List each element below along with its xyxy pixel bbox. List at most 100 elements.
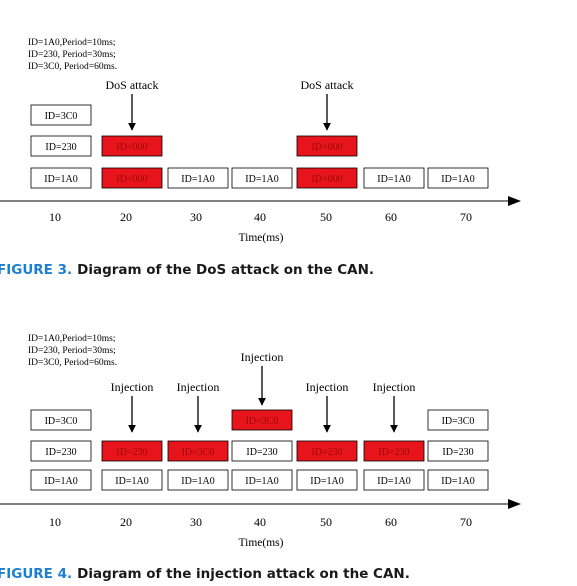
attack-arrow: DoS attack <box>301 78 354 131</box>
frame-label: ID=3C0 <box>182 447 215 458</box>
frame-label: ID=000 <box>311 142 342 153</box>
frame-label: ID=230 <box>45 142 76 153</box>
can-frame: ID=1A0 <box>30 167 92 189</box>
frame-label: ID=000 <box>311 174 342 185</box>
frame-label: ID=1A0 <box>441 476 474 487</box>
can-frame: ID=230 <box>231 440 293 462</box>
can-frame: ID=1A0 <box>427 469 489 491</box>
frame-label: ID=1A0 <box>245 174 278 185</box>
attack-frame: ID=3C0 <box>231 409 293 431</box>
frame-label: ID=230 <box>442 447 473 458</box>
attack-label: DoS attack <box>301 78 354 92</box>
axis-tick-label: 60 <box>385 210 397 224</box>
can-frame: ID=1A0 <box>101 469 163 491</box>
frame-box <box>101 469 163 491</box>
axis-tick-label: 10 <box>49 210 61 224</box>
frame-label: ID=230 <box>378 447 409 458</box>
frame-box <box>101 440 163 462</box>
attack-frame: ID=000 <box>101 135 163 157</box>
attack-label: Injection <box>111 380 154 394</box>
axis-title: Time(ms) <box>239 232 284 244</box>
can-frame: ID=230 <box>427 440 489 462</box>
frame-label: ID=230 <box>116 447 147 458</box>
frame-box <box>363 167 425 189</box>
attack-arrow: Injection <box>177 380 219 433</box>
attack-arrow: Injection <box>241 350 283 406</box>
frame-label: ID=1A0 <box>441 174 474 185</box>
axis-tick-label: 10 <box>49 515 61 529</box>
can-frame: ID=1A0 <box>231 469 293 491</box>
frame-label: ID=000 <box>116 174 147 185</box>
can-frame: ID=1A0 <box>427 167 489 189</box>
axis-tick-label: 70 <box>460 515 472 529</box>
can-frame: ID=3C0 <box>30 104 92 126</box>
frame-label: ID=1A0 <box>44 174 77 185</box>
attack-arrow: Injection <box>306 380 349 433</box>
attack-label: Injection <box>306 380 349 394</box>
frame-label: ID=1A0 <box>377 174 410 185</box>
legend-line: ID=3C0, Period=60ms. <box>28 62 117 72</box>
frame-box <box>30 469 92 491</box>
attack-frame: ID=230 <box>363 440 425 462</box>
attack-label: DoS attack <box>106 78 159 92</box>
frame-label: ID=3C0 <box>45 111 78 122</box>
frame-label: ID=1A0 <box>245 476 278 487</box>
attack-frame: ID=230 <box>296 440 358 462</box>
legend-line: ID=1A0,Period=10ms; <box>28 38 116 48</box>
frame-box <box>101 167 163 189</box>
attack-frame: ID=3C0 <box>167 440 229 462</box>
can-frame: ID=1A0 <box>167 167 229 189</box>
axis-tick-label: 60 <box>385 515 397 529</box>
attack-frame: ID=000 <box>296 167 358 189</box>
caption-text: Diagram of the DoS attack on the CAN. <box>77 262 374 278</box>
can-frame: ID=1A0 <box>363 469 425 491</box>
frame-label: ID=3C0 <box>246 416 279 427</box>
legend-line: ID=3C0, Period=60ms. <box>28 358 117 368</box>
frame-box <box>363 440 425 462</box>
attack-frame: ID=000 <box>296 135 358 157</box>
axis-tick-label: 70 <box>460 210 472 224</box>
frame-label: ID=1A0 <box>181 174 214 185</box>
frame-box <box>296 167 358 189</box>
frame-label: ID=1A0 <box>44 476 77 487</box>
attack-frame: ID=000 <box>101 167 163 189</box>
frame-label: ID=230 <box>246 447 277 458</box>
can-frame: ID=1A0 <box>167 469 229 491</box>
frame-box <box>231 469 293 491</box>
axis-tick-label: 50 <box>320 515 332 529</box>
frame-box <box>231 440 293 462</box>
frame-box <box>231 409 293 431</box>
axis-arrow-icon <box>508 499 521 509</box>
axis-tick-label: 30 <box>190 515 202 529</box>
frame-box <box>231 167 293 189</box>
can-frame: ID=1A0 <box>296 469 358 491</box>
can-frame: ID=3C0 <box>30 409 92 431</box>
attack-arrow: Injection <box>373 380 415 433</box>
caption-text: Diagram of the injection attack on the C… <box>77 566 410 582</box>
frame-label: ID=3C0 <box>442 416 475 427</box>
frame-label: ID=3C0 <box>45 416 78 427</box>
attack-arrow: DoS attack <box>106 78 159 131</box>
frame-box <box>30 409 92 431</box>
frame-box <box>427 469 489 491</box>
frame-box <box>167 440 229 462</box>
injection-attack-diagram: ID=1A0,Period=10ms; ID=230, Period=30ms; I… <box>0 334 521 582</box>
can-frame: ID=1A0 <box>363 167 425 189</box>
attack-frame: ID=230 <box>101 440 163 462</box>
axis-title: Time(ms) <box>239 537 284 549</box>
axis-tick-label: 30 <box>190 210 202 224</box>
frame-label: ID=230 <box>45 447 76 458</box>
axis-tick-label: 40 <box>254 210 266 224</box>
frame-label: ID=1A0 <box>310 476 343 487</box>
frame-box <box>101 135 163 157</box>
frame-box <box>427 440 489 462</box>
frame-box <box>30 167 92 189</box>
can-frame: ID=1A0 <box>231 167 293 189</box>
frame-label: ID=1A0 <box>181 476 214 487</box>
frame-box <box>363 469 425 491</box>
frame-box <box>30 104 92 126</box>
axis-tick-label: 20 <box>120 210 132 224</box>
attack-arrow: Injection <box>111 380 154 433</box>
frame-box <box>427 409 489 431</box>
